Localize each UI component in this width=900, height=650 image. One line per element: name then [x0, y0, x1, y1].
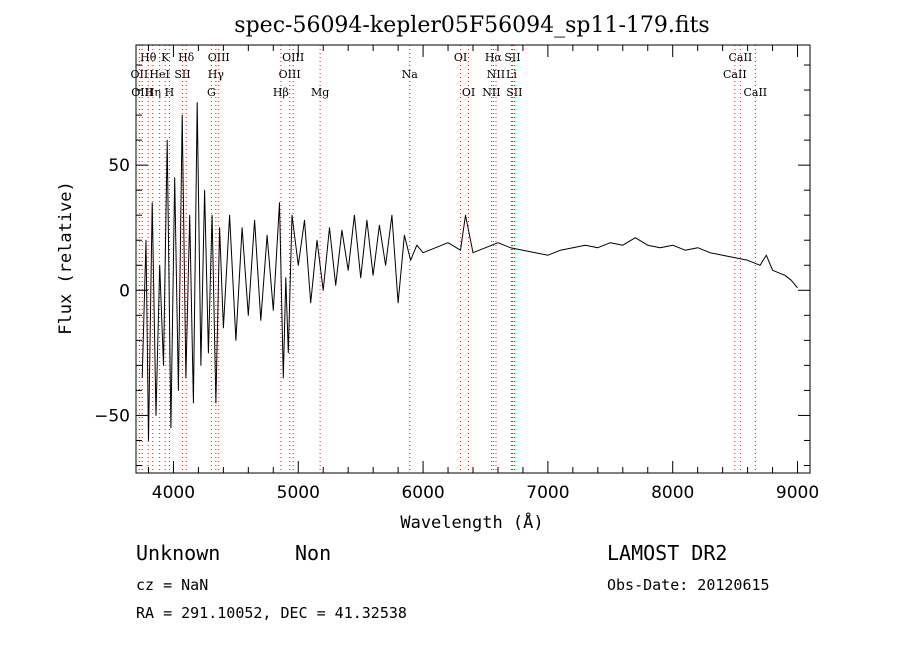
y-tick-label-1: 0: [119, 281, 130, 301]
x-tick-label-4: 8000: [651, 483, 694, 503]
line-marker-label-3: Hη: [145, 86, 161, 99]
line-marker-label-12: OIII: [282, 51, 304, 64]
survey-label: LAMOST DR2: [607, 541, 728, 565]
line-marker-label-6: H: [165, 86, 175, 99]
x-tick-label-2: 6000: [401, 483, 444, 503]
line-marker-label-19: Hα: [485, 51, 503, 64]
line-marker-label-2: OIII: [131, 86, 153, 99]
line-marker-label-21: NII: [487, 68, 505, 81]
line-marker-label-17: OI: [454, 51, 467, 64]
redshift-text: cz = NaN: [136, 576, 209, 594]
y-tick-label-0: −50: [94, 406, 130, 426]
x-tick-label-1: 5000: [277, 483, 320, 503]
y-axis-label: Flux (relative): [56, 181, 76, 335]
line-marker-label-26: CaII: [723, 68, 747, 81]
line-marker-label-16: Na: [402, 68, 419, 81]
line-marker-label-24: SII: [506, 86, 522, 99]
line-marker-label-10: Hγ: [208, 68, 225, 81]
line-marker-label-11: G: [207, 86, 216, 99]
line-marker-label-22: Li: [506, 68, 517, 81]
plot-frame: [135, 44, 811, 474]
line-marker-label-5: K: [161, 51, 170, 64]
line-marker-label-0: Hθ: [140, 51, 157, 64]
subclass-label: Non: [295, 541, 332, 565]
chart-title: spec-56094-kepler05F56094_sp11-179.fits: [234, 13, 709, 38]
x-tick-label-5: 9000: [776, 483, 819, 503]
line-marker-label-4: HeI: [149, 68, 169, 81]
line-marker-label-9: OIII: [208, 51, 230, 64]
line-marker-label-23: NII: [482, 86, 500, 99]
line-marker-label-13: OIII: [279, 68, 301, 81]
x-tick-label-3: 7000: [526, 483, 569, 503]
line-marker-label-8: SII: [174, 68, 190, 81]
x-tick-label-0: 4000: [152, 483, 195, 503]
line-marker-label-1: OII: [131, 68, 149, 81]
line-marker-label-7: Hδ: [178, 51, 195, 64]
y-tick-label-2: 50: [108, 156, 130, 176]
obs-date-text: Obs-Date: 20120615: [607, 576, 770, 594]
line-marker-label-27: CaII: [743, 86, 767, 99]
class-label: Unknown: [136, 541, 221, 565]
line-marker-label-15: Mg: [311, 86, 329, 99]
axis-ticks: 4000 5000 6000 7000 8000 9000 −50 0 50: [94, 45, 819, 503]
line-marker-label-25: CaII: [729, 51, 753, 64]
line-marker-label-18: OI: [462, 86, 475, 99]
line-marker-label-14: Hβ: [273, 86, 289, 99]
x-axis-label: Wavelength (Å): [400, 511, 543, 533]
line-marker-label-20: SII: [504, 51, 520, 64]
coordinates-text: RA = 291.10052, DEC = 41.32538: [136, 604, 407, 622]
spectrum-line: [141, 102, 798, 441]
